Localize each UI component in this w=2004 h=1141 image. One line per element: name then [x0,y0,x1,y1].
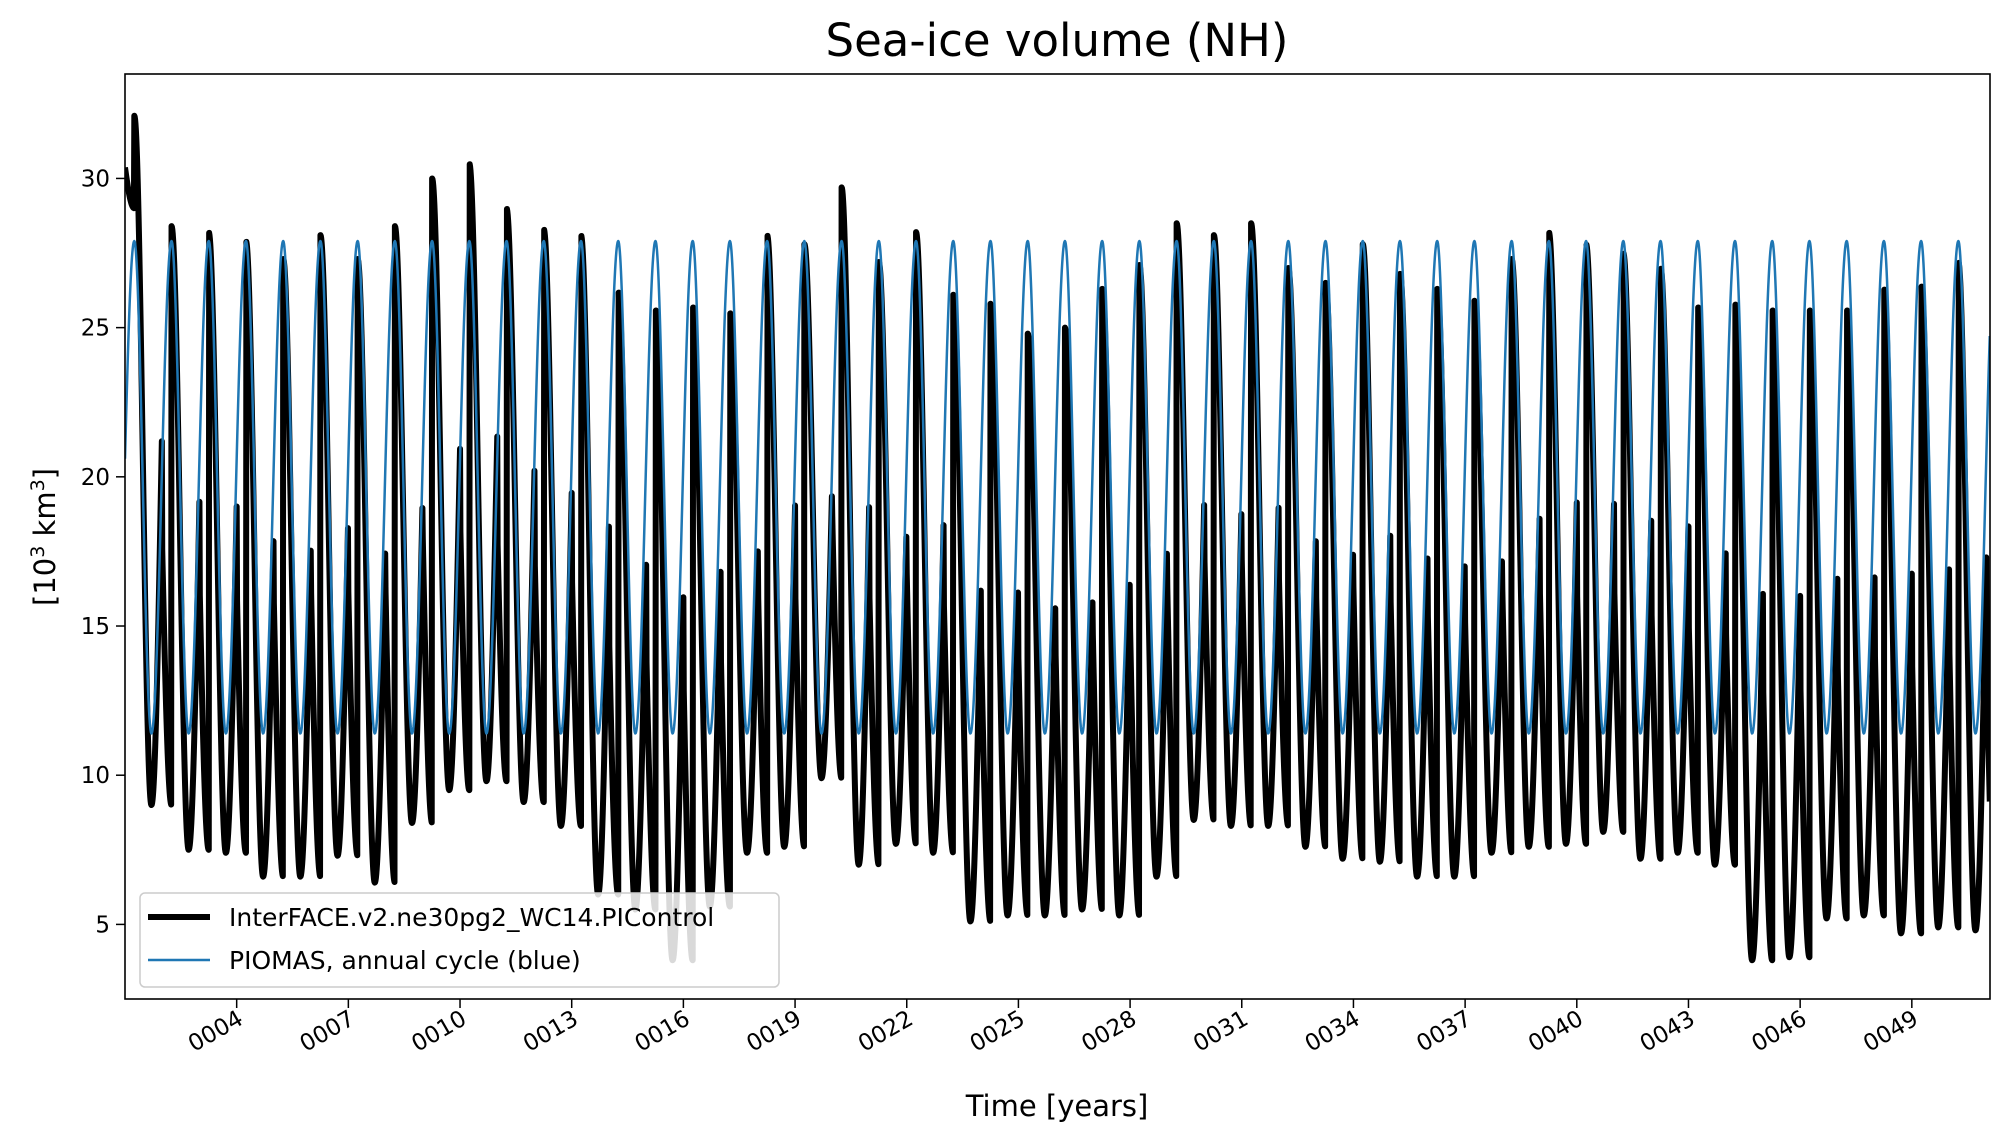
plot-frame [124,73,1991,1000]
series-line-model [125,112,1990,964]
legend-label-model: InterFACE.v2.ne30pg2_WC14.PIControl [229,903,714,932]
chart-title: Sea-ice volume (NH) [826,14,1289,67]
y-tick-label: 10 [81,763,110,789]
series-layer [125,112,1990,964]
legend-box [139,892,780,988]
y-tick-label: 5 [95,912,110,938]
y-tick-label: 20 [81,465,110,491]
legend: InterFACE.v2.ne30pg2_WC14.PIControl PIOM… [139,892,780,988]
plot-area [124,73,1991,1000]
y-tick-label: 15 [81,614,110,640]
legend-label-piomas: PIOMAS, annual cycle (blue) [229,946,581,975]
y-tick-label: 25 [81,316,110,342]
y-tick-label: 30 [81,166,110,192]
x-axis-title: Time [years] [965,1089,1149,1123]
y-axis-title: [103 km3] [27,468,62,606]
series-line-piomas [125,239,1990,735]
y-axis: 5 10 15 20 25 30 [81,166,125,938]
